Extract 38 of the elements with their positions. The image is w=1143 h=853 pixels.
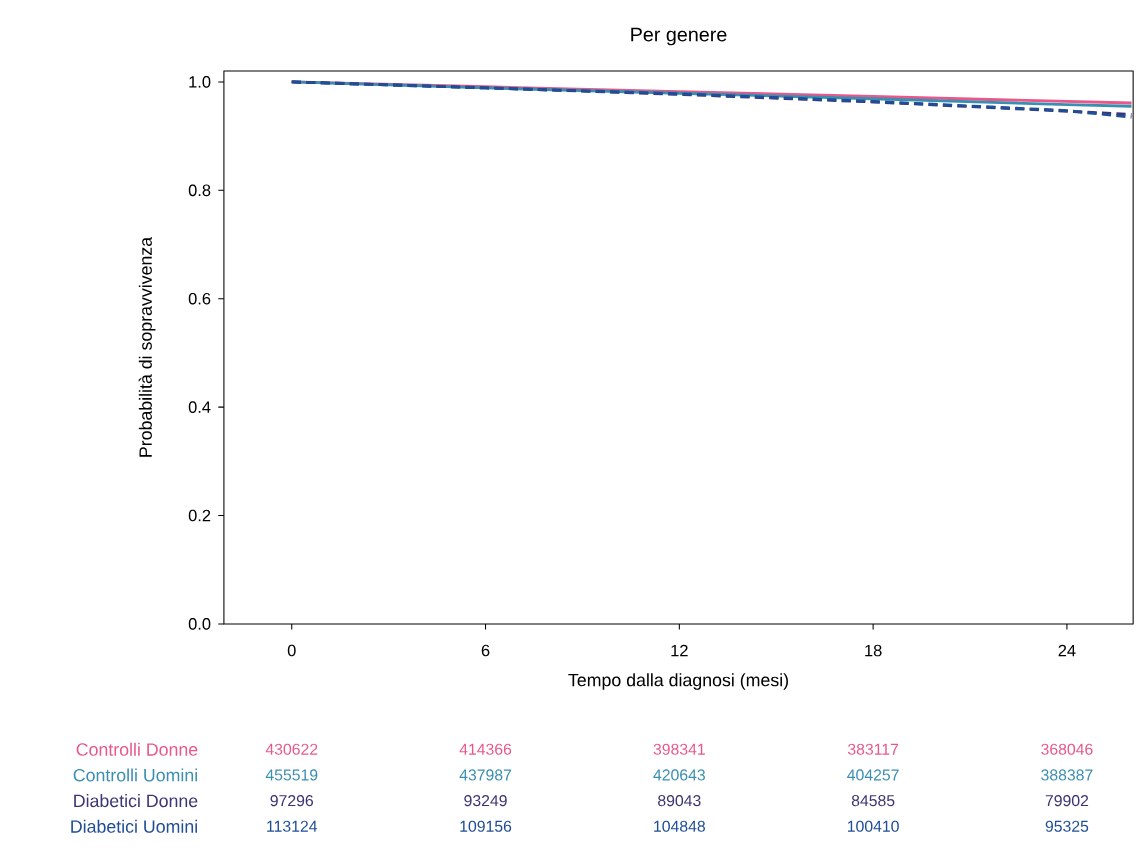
text: 109156 <box>460 820 512 832</box>
text: 404257 <box>847 769 899 781</box>
y-tick-label: 0.0 <box>188 618 211 630</box>
text: 84585 <box>851 795 895 807</box>
text: 79902 <box>1045 795 1089 807</box>
x-tick-label: 12 <box>671 644 688 657</box>
text: Diabetici Uomini <box>71 819 197 833</box>
text: Diabetici Donne <box>74 794 198 808</box>
y-tick-label: 0.8 <box>188 184 211 197</box>
text: 383117 <box>847 743 899 755</box>
text: 100410 <box>847 820 899 832</box>
text: 368046 <box>1041 743 1093 755</box>
text: Controlli Uomini <box>73 768 197 782</box>
text: 398341 <box>653 743 705 755</box>
text: 414366 <box>459 743 512 755</box>
text: 455519 <box>265 769 318 781</box>
y-tick-label: 0.2 <box>188 509 211 522</box>
y-tick-label: 0.6 <box>188 292 211 305</box>
text: 388387 <box>1041 769 1093 781</box>
text: Controlli Donne <box>76 742 198 756</box>
text: 420643 <box>653 769 705 781</box>
text: 104848 <box>654 820 705 832</box>
chart-title: Per genere <box>631 27 727 46</box>
text: 95325 <box>1045 820 1089 832</box>
y-tick-label: 0.4 <box>188 401 211 413</box>
x-tick-label: 24 <box>1058 644 1076 657</box>
x-tick-label: 18 <box>865 644 882 657</box>
y-tick-label: 1.0 <box>189 76 211 88</box>
text: 93249 <box>464 795 507 807</box>
text: 89043 <box>658 795 701 807</box>
text: 430622 <box>265 743 318 755</box>
x-axis-title: Tempo dalla diagnosi (mesi) <box>568 673 788 690</box>
x-tick-label: 0 <box>287 644 296 657</box>
text: 97296 <box>270 795 313 807</box>
text: 113124 <box>267 820 318 832</box>
x-tick-label: 6 <box>481 644 490 657</box>
text: 437987 <box>459 769 512 781</box>
y-axis-title: Probabilità di sopravvivenza <box>138 236 156 457</box>
